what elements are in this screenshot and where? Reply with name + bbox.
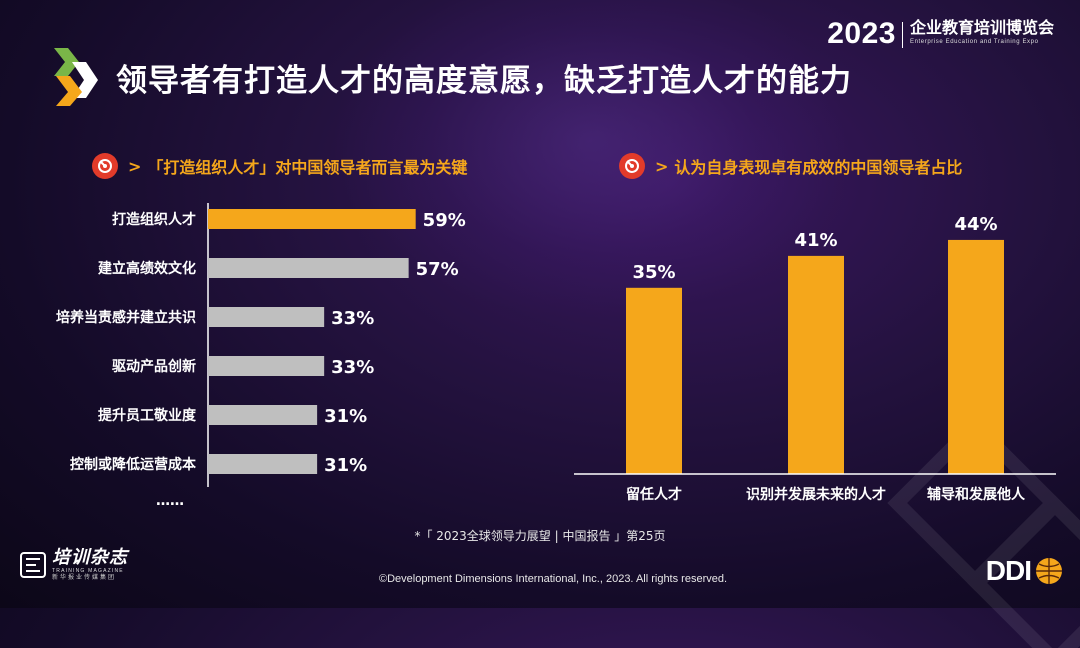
horizontal-bar-chart: 打造组织人才 59% 建立高绩效文化 57% 培养当责感并建立共识 33% 驱动产品创新 33… — [56, 203, 466, 509]
bar — [208, 405, 318, 425]
left-section-arrow: > — [128, 156, 142, 176]
left-section-title: 「打造组织人才」对中国领导者而言最为关键 — [147, 158, 468, 177]
bar-category-label: 留任人才 — [626, 486, 682, 503]
bar — [788, 255, 844, 474]
left-section-heading: > 「打造组织人才」对中国领导者而言最为关键 — [92, 153, 467, 179]
bar — [208, 307, 325, 327]
bar-value-label: 31% — [324, 406, 367, 427]
bar-value-label: 33% — [331, 308, 374, 329]
bar-value-label: 35% — [632, 262, 675, 283]
bar-category-label: 驱动产品创新 — [112, 358, 196, 375]
bar-value-label: 59% — [423, 210, 466, 231]
target-icon — [92, 153, 118, 179]
globe-icon — [1036, 558, 1062, 584]
right-section-title: 认为自身表现卓有成效的中国领导者占比 — [674, 158, 963, 177]
bar — [208, 258, 409, 278]
ddi-logo-text: DDI — [985, 555, 1032, 586]
bar — [208, 209, 416, 229]
expo-name-en: Enterprise Education and Training Expo — [909, 39, 1039, 45]
source-footnote: *「 2023全球领导力展望 | 中国报告 」第25页 — [414, 529, 666, 543]
ddi-logo: DDI — [986, 556, 1064, 586]
bar-category-label: 提升员工敬业度 — [98, 407, 197, 424]
expo-logo: 2023 企业教育培训博览会 Enterprise Education and … — [827, 18, 1054, 50]
bar-value-label: 41% — [794, 230, 837, 251]
expo-year: 2023 — [827, 17, 896, 50]
bar — [948, 239, 1004, 474]
copyright: ©Development Dimensions International, I… — [378, 573, 728, 585]
magazine-emblem-icon — [20, 552, 46, 578]
bar-value-label: 33% — [331, 357, 374, 378]
magazine-publisher: 新华报业传媒集团 — [52, 574, 117, 581]
bar-value-label: 57% — [416, 259, 459, 280]
list-ellipsis: …… — [156, 493, 184, 509]
bar-category-label: 识别并发展未来的人才 — [746, 486, 886, 503]
page-title: 领导者有打造人才的高度意愿，缺乏打造人才的能力 — [116, 63, 852, 99]
target-icon — [619, 153, 645, 179]
bar — [208, 454, 318, 474]
bar-category-label: 培养当责感并建立共识 — [56, 309, 196, 326]
magazine-name-en: TRAINING MAGAZINE — [52, 568, 124, 574]
training-magazine-logo: 培训杂志 TRAINING MAGAZINE 新华报业传媒集团 — [18, 548, 128, 582]
chevron-arrows-icon — [54, 48, 98, 106]
right-section-arrow: > — [655, 156, 669, 176]
bar-value-label: 44% — [954, 214, 997, 235]
bar — [626, 287, 682, 474]
bar-value-label: 31% — [324, 455, 367, 476]
magazine-name-cn: 培训杂志 — [52, 547, 128, 568]
bar-category-label: 建立高绩效文化 — [98, 260, 196, 277]
expo-divider — [901, 22, 903, 48]
bar-category-label: 辅导和发展他人 — [927, 486, 1026, 503]
bar — [208, 356, 325, 376]
bar-category-label: 控制或降低运营成本 — [70, 456, 197, 473]
right-section-heading: > 认为自身表现卓有成效的中国领导者占比 — [619, 153, 962, 179]
bar-category-label: 打造组织人才 — [112, 211, 196, 228]
vertical-bar-chart: 35% 留任人才 41% 识别并发展未来的人才 44% 辅导和发展他人 — [574, 214, 1056, 503]
expo-name-cn: 企业教育培训博览会 — [909, 18, 1054, 37]
